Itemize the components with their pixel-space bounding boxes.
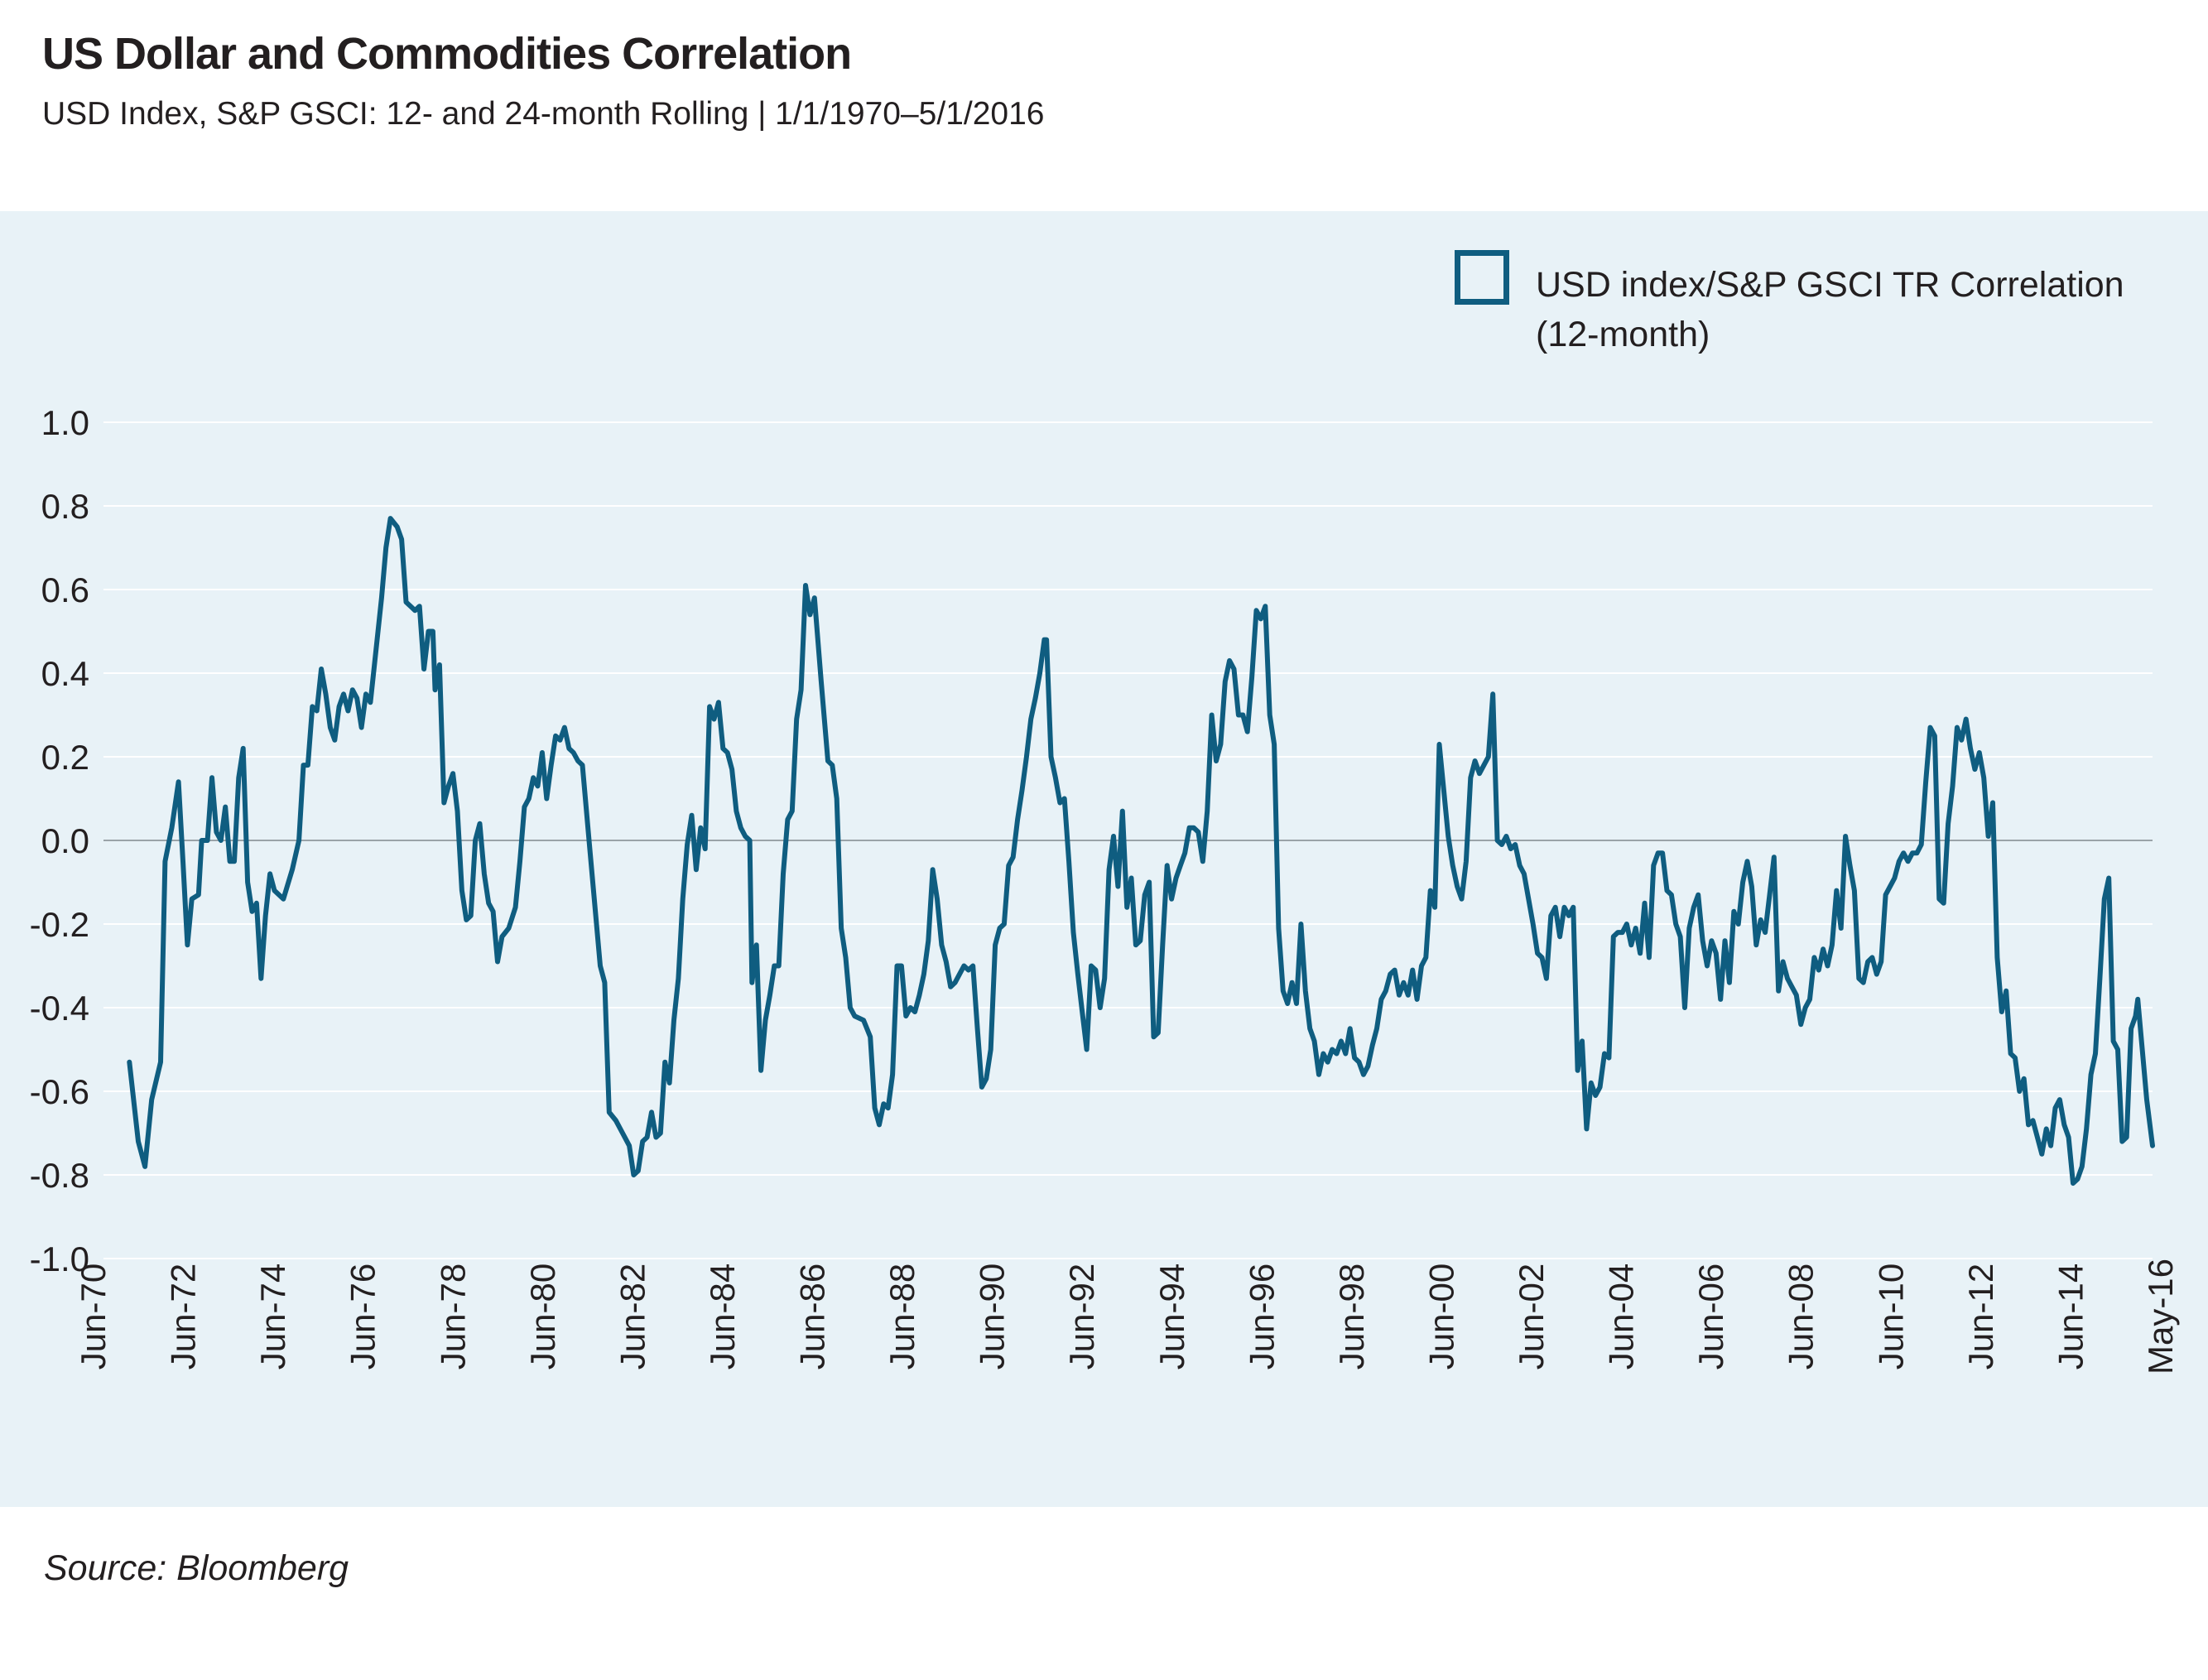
x-tick-label: Jun-80 [523, 1264, 562, 1370]
x-tick-label: Jun-12 [1961, 1264, 2000, 1370]
x-tick-label: Jun-04 [1602, 1264, 1641, 1370]
y-tick-label: 0.8 [41, 487, 89, 526]
y-tick-label: -1.0 [30, 1240, 89, 1278]
x-tick-label: Jun-84 [703, 1264, 742, 1370]
chart-title: US Dollar and Commodities Correlation [42, 29, 852, 79]
y-tick-label: -0.2 [30, 905, 89, 944]
y-tick-label: 1.0 [41, 403, 89, 442]
y-tick-label: 0.0 [41, 821, 89, 860]
x-tick-label: Jun-94 [1152, 1264, 1191, 1370]
x-tick-label: Jun-10 [1871, 1264, 1910, 1370]
y-tick-label: 0.4 [41, 654, 89, 693]
y-tick-label: -0.6 [30, 1072, 89, 1111]
x-tick-label: Jun-02 [1512, 1264, 1551, 1370]
x-tick-label: Jun-86 [793, 1264, 832, 1370]
source-note: Source: Bloomberg [44, 1548, 349, 1588]
x-tick-label: Jun-82 [613, 1264, 652, 1370]
series-line-0 [127, 516, 2155, 1187]
x-tick-label: Jun-74 [253, 1264, 292, 1370]
x-tick-label: Jun-96 [1242, 1264, 1281, 1370]
x-tick-label: Jun-92 [1062, 1264, 1101, 1370]
x-tick-label: Jun-06 [1691, 1264, 1730, 1370]
series-lines [127, 516, 2155, 1187]
x-tick-label: Jun-14 [2051, 1264, 2090, 1370]
x-tick-label: Jun-70 [74, 1264, 113, 1370]
y-tick-label: 0.2 [41, 738, 89, 777]
x-tick-label: Jun-88 [883, 1264, 921, 1370]
x-tick-label: Jun-98 [1332, 1264, 1371, 1370]
x-tick-label: Jun-76 [344, 1264, 382, 1370]
legend-label-line2: (12-month) [1536, 315, 1710, 354]
x-tick-label: Jun-78 [433, 1264, 472, 1370]
x-tick-label: Jun-00 [1421, 1264, 1460, 1370]
y-tick-label: -0.4 [30, 989, 89, 1028]
y-tick-label: -0.8 [30, 1156, 89, 1195]
chart-panel [0, 211, 2208, 1507]
x-tick-label: Jun-90 [973, 1264, 1012, 1370]
gridlines [103, 421, 2153, 1259]
legend-swatch [1455, 250, 1509, 305]
x-tick-label: May-16 [2141, 1259, 2180, 1374]
y-tick-label: 0.6 [41, 570, 89, 609]
x-axis-tick-labels: Jun-70 Jun-72 Jun-74 Jun-76 Jun-78 Jun-80 Jun-… [74, 1259, 2180, 1374]
x-tick-label: Jun-08 [1782, 1264, 1821, 1370]
x-tick-label: Jun-72 [164, 1264, 203, 1370]
y-axis-tick-labels: 1.0 0.8 0.6 0.4 0.2 0.0 -0.2 -0.4 -0.6 -0.8 -1.0 [30, 403, 89, 1278]
legend-label-line1: USD index/S&P GSCI TR Correlation [1536, 265, 2124, 305]
legend-label: USD index/S&P GSCI TR Correlation (12-mo… [1536, 260, 2124, 359]
chart-subtitle: USD Index, S&P GSCI: 12- and 24-month Ro… [42, 96, 1045, 132]
